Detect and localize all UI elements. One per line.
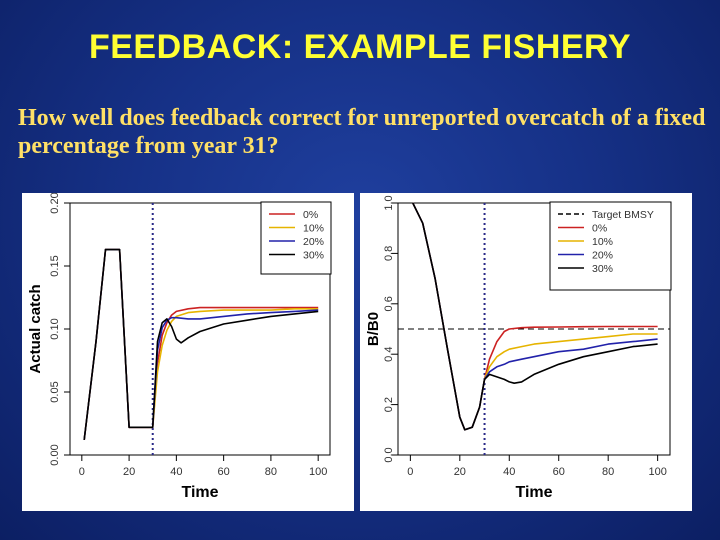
y-tick-label: 0.4 bbox=[383, 347, 395, 362]
x-tick-label: 20 bbox=[454, 466, 466, 478]
legend-label: 30% bbox=[592, 263, 613, 275]
biomass-ratio-chart: 0 20 40 60 80 100 0.0 0.2 0.4 0.6 0.8 1.0 Time B/B0 Ta… bbox=[360, 193, 692, 511]
x-tick-label: 60 bbox=[553, 466, 565, 478]
y-tick-label: 0.0 bbox=[383, 447, 395, 462]
actual-catch-plot: 0 20 40 60 80 100 0.00 0.05 0.10 0.15 0.20 Time Actu… bbox=[27, 193, 332, 501]
legend-label: Target BMSY bbox=[592, 209, 654, 221]
y-tick-label: 0.10 bbox=[49, 318, 61, 339]
x-tick-label: 60 bbox=[218, 466, 230, 478]
series-line-20- bbox=[83, 248, 319, 440]
x-tick-label: 40 bbox=[503, 466, 515, 478]
series-line-30- bbox=[83, 248, 319, 440]
x-tick-label: 100 bbox=[309, 466, 327, 478]
legend-label: 20% bbox=[592, 250, 613, 262]
legend-label: 10% bbox=[592, 236, 613, 248]
y-tick-label: 0.05 bbox=[49, 381, 61, 402]
y-tick-label: 1.0 bbox=[383, 195, 395, 210]
biomass-ratio-plot: 0 20 40 60 80 100 0.0 0.2 0.4 0.6 0.8 1.0 Time B/B0 Ta… bbox=[365, 195, 672, 501]
x-tick-label: 80 bbox=[265, 466, 277, 478]
legend-label: 10% bbox=[303, 223, 324, 235]
legend-box bbox=[549, 201, 672, 291]
x-tick-label: 0 bbox=[79, 466, 85, 478]
x-axis-title: Time bbox=[515, 484, 552, 501]
slide-title: FEEDBACK: EXAMPLE FISHERY bbox=[88, 28, 632, 66]
y-tick-label: 0.8 bbox=[383, 246, 395, 261]
legend-label: 0% bbox=[303, 209, 318, 221]
slide-question: How well does feedback correct for unrep… bbox=[18, 105, 706, 159]
series-line-30- bbox=[412, 202, 658, 431]
y-axis-title: Actual catch bbox=[27, 284, 44, 373]
y-tick-label: 0.2 bbox=[383, 397, 395, 412]
x-tick-label: 0 bbox=[407, 466, 413, 478]
y-tick-label: 0.20 bbox=[49, 193, 61, 214]
x-tick-label: 100 bbox=[648, 466, 666, 478]
legend-label: 30% bbox=[303, 250, 324, 262]
y-tick-label: 0.15 bbox=[49, 255, 61, 276]
x-tick-label: 80 bbox=[602, 466, 614, 478]
x-tick-label: 40 bbox=[170, 466, 182, 478]
actual-catch-chart: 0 20 40 60 80 100 0.00 0.05 0.10 0.15 0.20 Time Actu… bbox=[22, 193, 354, 511]
legend-label: 20% bbox=[303, 236, 324, 248]
y-axis-title: B/B0 bbox=[365, 312, 382, 346]
series-line-0- bbox=[83, 248, 319, 440]
x-axis-title: Time bbox=[181, 484, 218, 501]
y-tick-label: 0.00 bbox=[49, 444, 61, 465]
series-line-10- bbox=[83, 248, 319, 440]
x-tick-label: 20 bbox=[123, 466, 135, 478]
legend-label: 0% bbox=[592, 223, 607, 235]
y-tick-label: 0.6 bbox=[383, 296, 395, 311]
